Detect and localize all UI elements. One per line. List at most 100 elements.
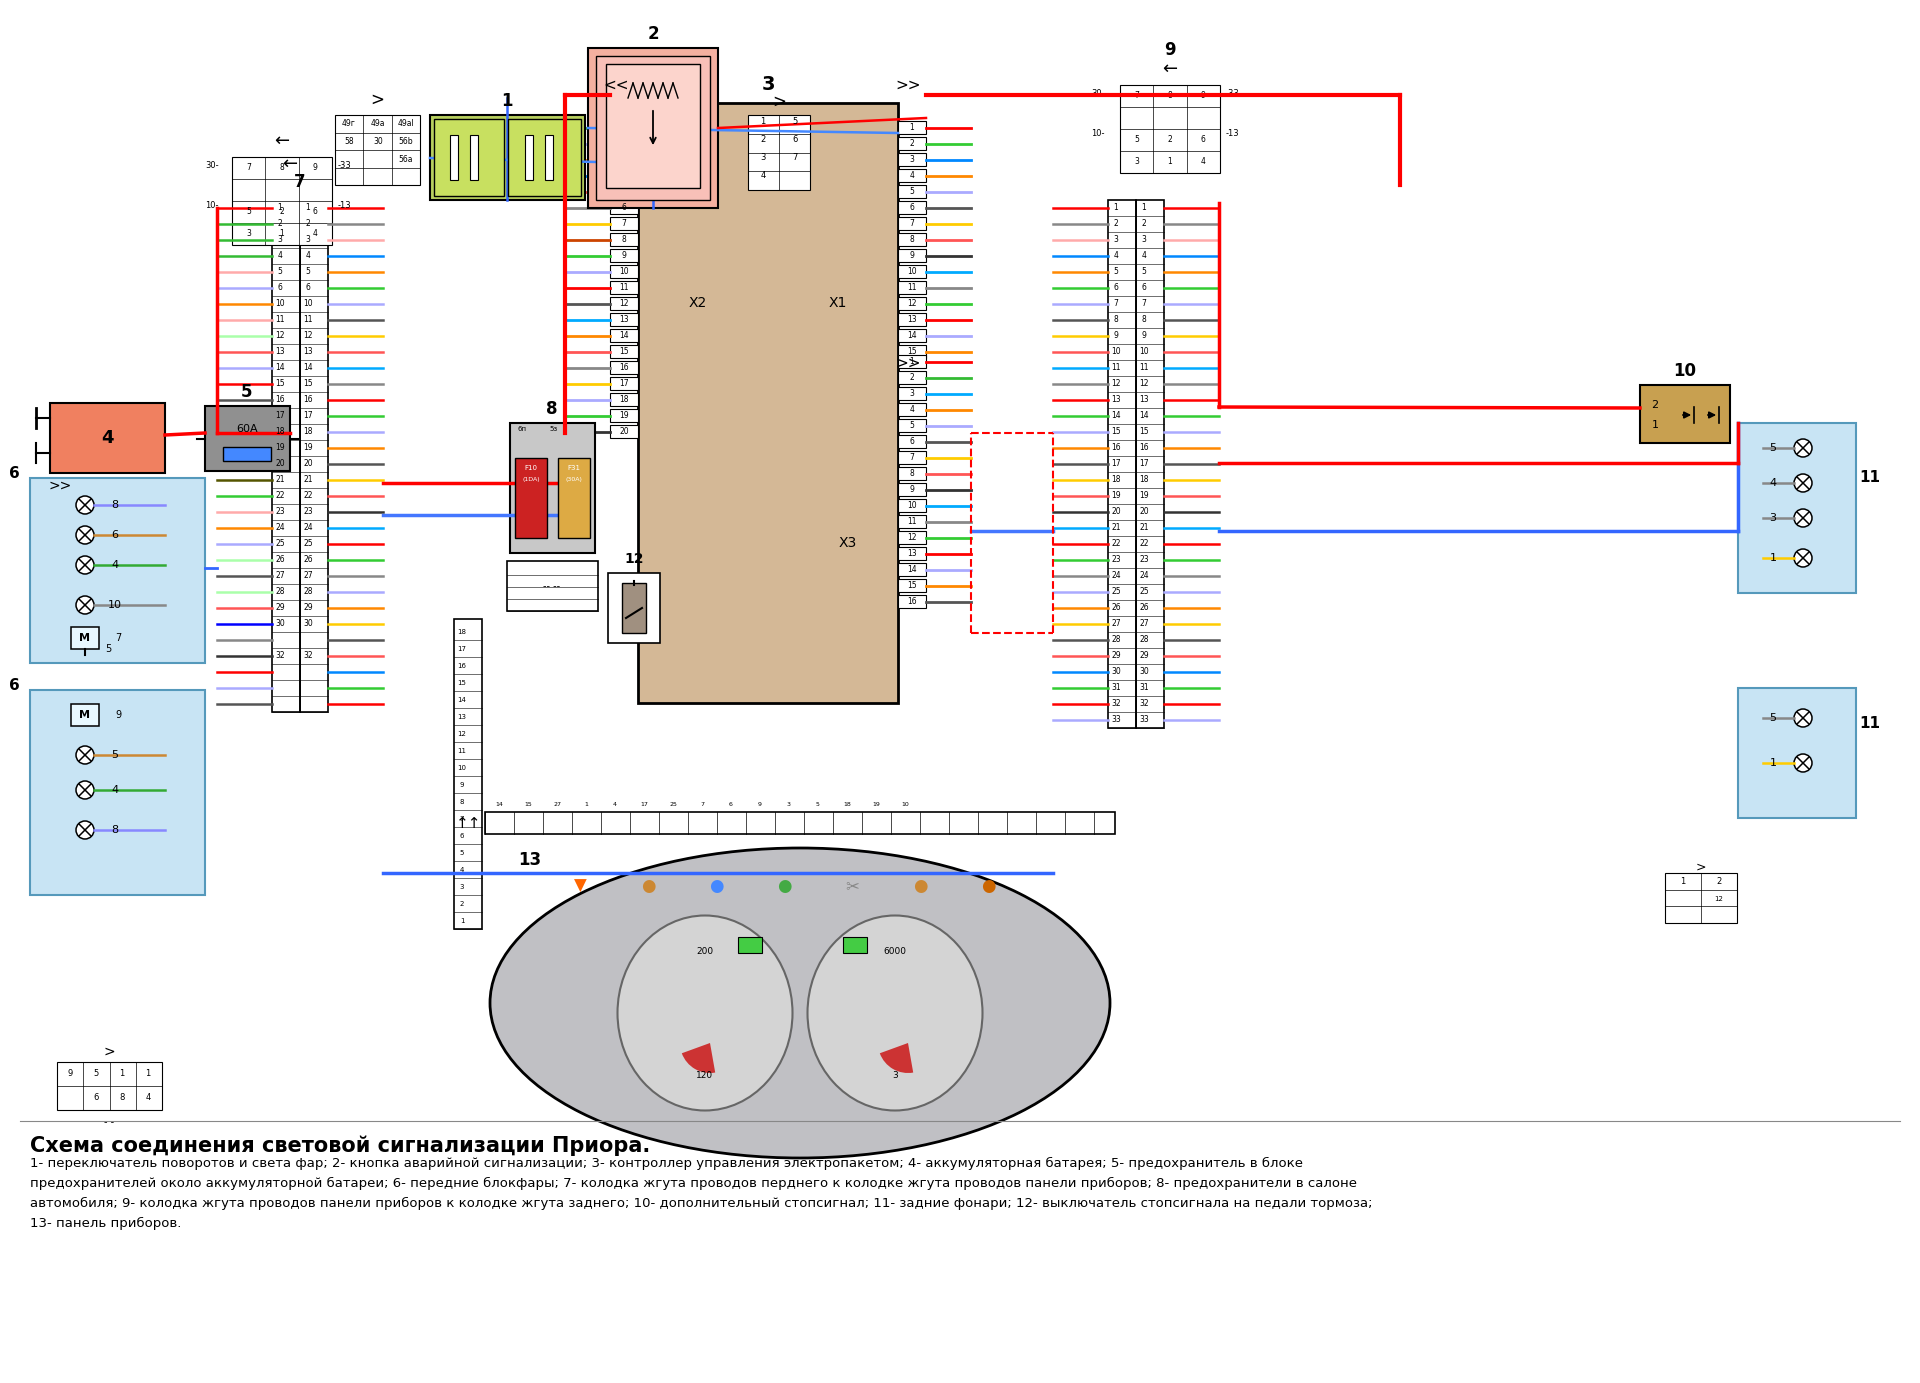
Text: 11: 11: [908, 517, 916, 527]
Text: 12: 12: [1715, 896, 1724, 902]
Bar: [611, 297, 637, 310]
Text: 9: 9: [622, 252, 626, 260]
Text: 32: 32: [1112, 700, 1121, 708]
Text: 2: 2: [278, 220, 282, 228]
Text: 5: 5: [305, 267, 311, 277]
Bar: [31, 690, 205, 895]
Text: 16: 16: [303, 396, 313, 404]
Text: M: M: [79, 633, 90, 643]
Text: 13: 13: [457, 714, 467, 721]
Text: 11: 11: [1859, 715, 1880, 730]
Bar: [611, 313, 637, 326]
Text: 13: 13: [906, 315, 918, 325]
Bar: [899, 499, 925, 512]
Text: 6: 6: [793, 136, 797, 144]
Text: 4: 4: [1770, 479, 1776, 488]
Text: 3: 3: [1770, 513, 1776, 523]
Text: 26: 26: [275, 556, 284, 564]
Text: F10: F10: [524, 465, 538, 472]
Bar: [511, 423, 595, 553]
Text: 8: 8: [622, 235, 626, 245]
Text: 10: 10: [618, 267, 630, 277]
Text: -13: -13: [338, 201, 351, 209]
Text: 19: 19: [872, 802, 879, 806]
Text: 6: 6: [1114, 284, 1119, 292]
Text: 2: 2: [1114, 220, 1117, 228]
Text: X2: X2: [689, 296, 707, 310]
Bar: [1738, 423, 1857, 593]
Text: 18: 18: [620, 396, 628, 404]
Bar: [50, 402, 165, 473]
Text: 4: 4: [1142, 252, 1146, 260]
Text: 15: 15: [524, 802, 532, 806]
Bar: [899, 185, 925, 198]
Text: 26: 26: [1112, 603, 1121, 613]
Text: 5: 5: [111, 750, 119, 761]
Text: 3: 3: [787, 802, 791, 806]
Bar: [899, 531, 925, 544]
Text: 27: 27: [303, 571, 313, 581]
Text: 19: 19: [275, 444, 284, 452]
Text: 30-: 30-: [205, 160, 219, 170]
Circle shape: [1793, 474, 1812, 492]
Text: -33: -33: [1225, 89, 1238, 97]
Text: 2: 2: [1142, 220, 1146, 228]
Text: >>: >>: [895, 355, 922, 371]
Text: 28: 28: [303, 588, 313, 596]
Bar: [611, 201, 637, 214]
Text: 19: 19: [1139, 491, 1148, 501]
Text: 28: 28: [1139, 636, 1148, 644]
Text: 7: 7: [294, 173, 305, 191]
Text: 29: 29: [1112, 651, 1121, 661]
Circle shape: [1793, 709, 1812, 727]
Text: 1: 1: [584, 802, 588, 806]
Text: 18: 18: [275, 427, 284, 437]
Text: ✂: ✂: [845, 877, 858, 895]
Text: 4: 4: [305, 252, 311, 260]
Text: 18: 18: [303, 427, 313, 437]
Bar: [611, 281, 637, 295]
Bar: [1137, 201, 1164, 727]
Text: 30: 30: [303, 620, 313, 628]
Text: 30-: 30-: [1091, 89, 1104, 97]
Text: 5з: 5з: [549, 426, 559, 431]
Circle shape: [77, 745, 94, 763]
Text: 14: 14: [457, 697, 467, 703]
Bar: [899, 483, 925, 496]
Bar: [899, 169, 925, 183]
Text: автомобиля; 9- колодка жгута проводов панели приборов к колодке жгута заднего; 1: автомобиля; 9- колодка жгута проводов па…: [31, 1198, 1373, 1210]
Bar: [611, 154, 637, 166]
Text: 4: 4: [1114, 252, 1119, 260]
Text: 7: 7: [910, 454, 914, 462]
Text: 19: 19: [618, 412, 630, 420]
Bar: [899, 344, 925, 358]
Text: -33: -33: [338, 160, 351, 170]
Text: 18: 18: [1112, 476, 1121, 484]
Text: 14: 14: [275, 364, 284, 372]
Bar: [486, 812, 1116, 834]
Text: 4: 4: [146, 1093, 150, 1101]
Text: 1: 1: [501, 93, 513, 111]
Circle shape: [77, 556, 94, 574]
Text: 4: 4: [910, 171, 914, 181]
Text: 5: 5: [1770, 714, 1776, 723]
Text: 10: 10: [1139, 347, 1148, 357]
Bar: [611, 266, 637, 278]
Text: 2: 2: [280, 206, 284, 216]
Bar: [749, 115, 810, 189]
Text: 10: 10: [906, 267, 918, 277]
Circle shape: [77, 526, 94, 544]
Text: 30: 30: [372, 137, 382, 145]
Bar: [899, 579, 925, 592]
Bar: [1665, 873, 1738, 922]
Bar: [611, 137, 637, 149]
Bar: [899, 451, 925, 465]
Bar: [899, 217, 925, 230]
Text: 8: 8: [910, 469, 914, 479]
Text: 22: 22: [303, 491, 313, 501]
Text: 12: 12: [1112, 379, 1121, 389]
Text: 2: 2: [305, 220, 311, 228]
Text: 13: 13: [618, 315, 630, 325]
Text: 28: 28: [275, 588, 284, 596]
Text: 30: 30: [275, 620, 284, 628]
